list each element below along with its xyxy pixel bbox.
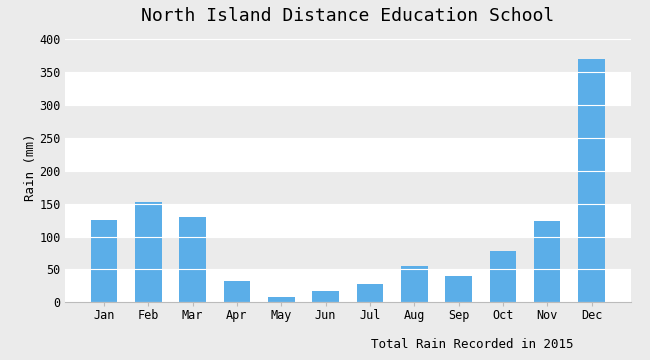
Bar <box>534 221 560 302</box>
Bar <box>401 266 428 302</box>
Bar <box>65 171 630 204</box>
Bar <box>65 39 630 72</box>
Bar <box>224 281 250 302</box>
Y-axis label: Rain (mm): Rain (mm) <box>23 134 36 201</box>
Bar <box>312 291 339 302</box>
Bar <box>179 217 206 302</box>
Title: North Island Distance Education School: North Island Distance Education School <box>141 7 554 25</box>
Bar <box>578 59 604 302</box>
Bar <box>357 284 384 302</box>
X-axis label: Total Rain Recorded in 2015: Total Rain Recorded in 2015 <box>371 338 573 351</box>
Bar <box>489 251 516 302</box>
Bar <box>445 276 472 302</box>
Bar <box>268 297 294 302</box>
Bar <box>65 270 630 302</box>
Bar <box>91 220 117 302</box>
Bar <box>65 138 630 171</box>
Bar <box>65 105 630 138</box>
Bar <box>65 72 630 105</box>
Bar <box>65 204 630 237</box>
Bar <box>65 237 630 270</box>
Bar <box>135 202 162 302</box>
